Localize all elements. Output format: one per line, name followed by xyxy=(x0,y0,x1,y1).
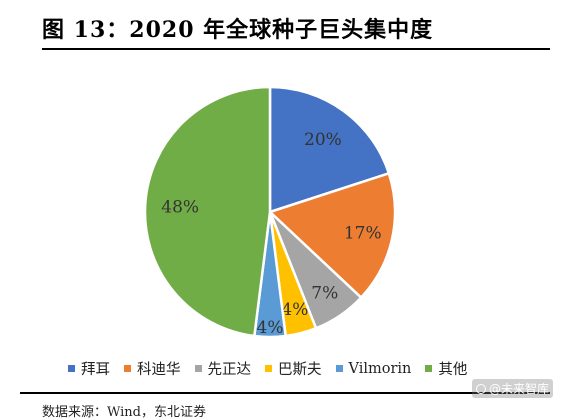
chart-title: 图 13：2020 年全球种子巨头集中度 xyxy=(42,17,434,43)
legend-label-0: 拜耳 xyxy=(81,362,110,378)
watermark-text: @未来智库 xyxy=(488,382,549,396)
legend-swatch-0 xyxy=(68,365,75,372)
pie-chart: 20%17%7%4%4%48% xyxy=(143,85,397,339)
legend-item-3: 巴斯夫 xyxy=(265,358,322,379)
legend-label-1: 科迪华 xyxy=(137,362,181,378)
legend-swatch-5 xyxy=(425,365,433,372)
legend-swatch-1 xyxy=(124,365,131,372)
legend-item-1: 科迪华 xyxy=(124,358,181,379)
chart-legend: 拜耳 科迪华 先正达 巴斯夫 Vilmorin 其他 xyxy=(68,358,467,379)
bottom-divider xyxy=(20,392,550,394)
legend-label-2: 先正达 xyxy=(207,362,252,378)
slice-label-4: 4% xyxy=(257,318,284,338)
watermark: @未来智库 xyxy=(471,379,553,398)
legend-item-2: 先正达 xyxy=(194,358,252,379)
legend-swatch-4 xyxy=(335,365,343,372)
title-divider xyxy=(42,48,550,50)
legend-item-0: 拜耳 xyxy=(68,358,110,379)
slice-label-2: 7% xyxy=(311,284,338,304)
legend-label-4: Vilmorin xyxy=(348,360,412,377)
pie-slice-1 xyxy=(268,172,397,299)
legend-item-5: 其他 xyxy=(425,358,467,379)
source-note: 数据来源：Wind，东北证券 xyxy=(42,405,206,420)
slice-label-3: 4% xyxy=(281,300,308,320)
slice-label-0: 20% xyxy=(304,130,342,150)
legend-swatch-2 xyxy=(194,365,202,372)
pie-slice-5 xyxy=(143,85,272,338)
legend-swatch-3 xyxy=(265,365,272,372)
slice-label-5: 48% xyxy=(161,197,199,217)
legend-label-5: 其他 xyxy=(438,362,468,378)
legend-label-3: 巴斯夫 xyxy=(278,362,322,378)
logo-icon xyxy=(475,383,486,394)
legend-item-4: Vilmorin xyxy=(335,360,412,377)
pie-slice-0 xyxy=(268,85,391,214)
slice-label-1: 17% xyxy=(344,224,382,244)
